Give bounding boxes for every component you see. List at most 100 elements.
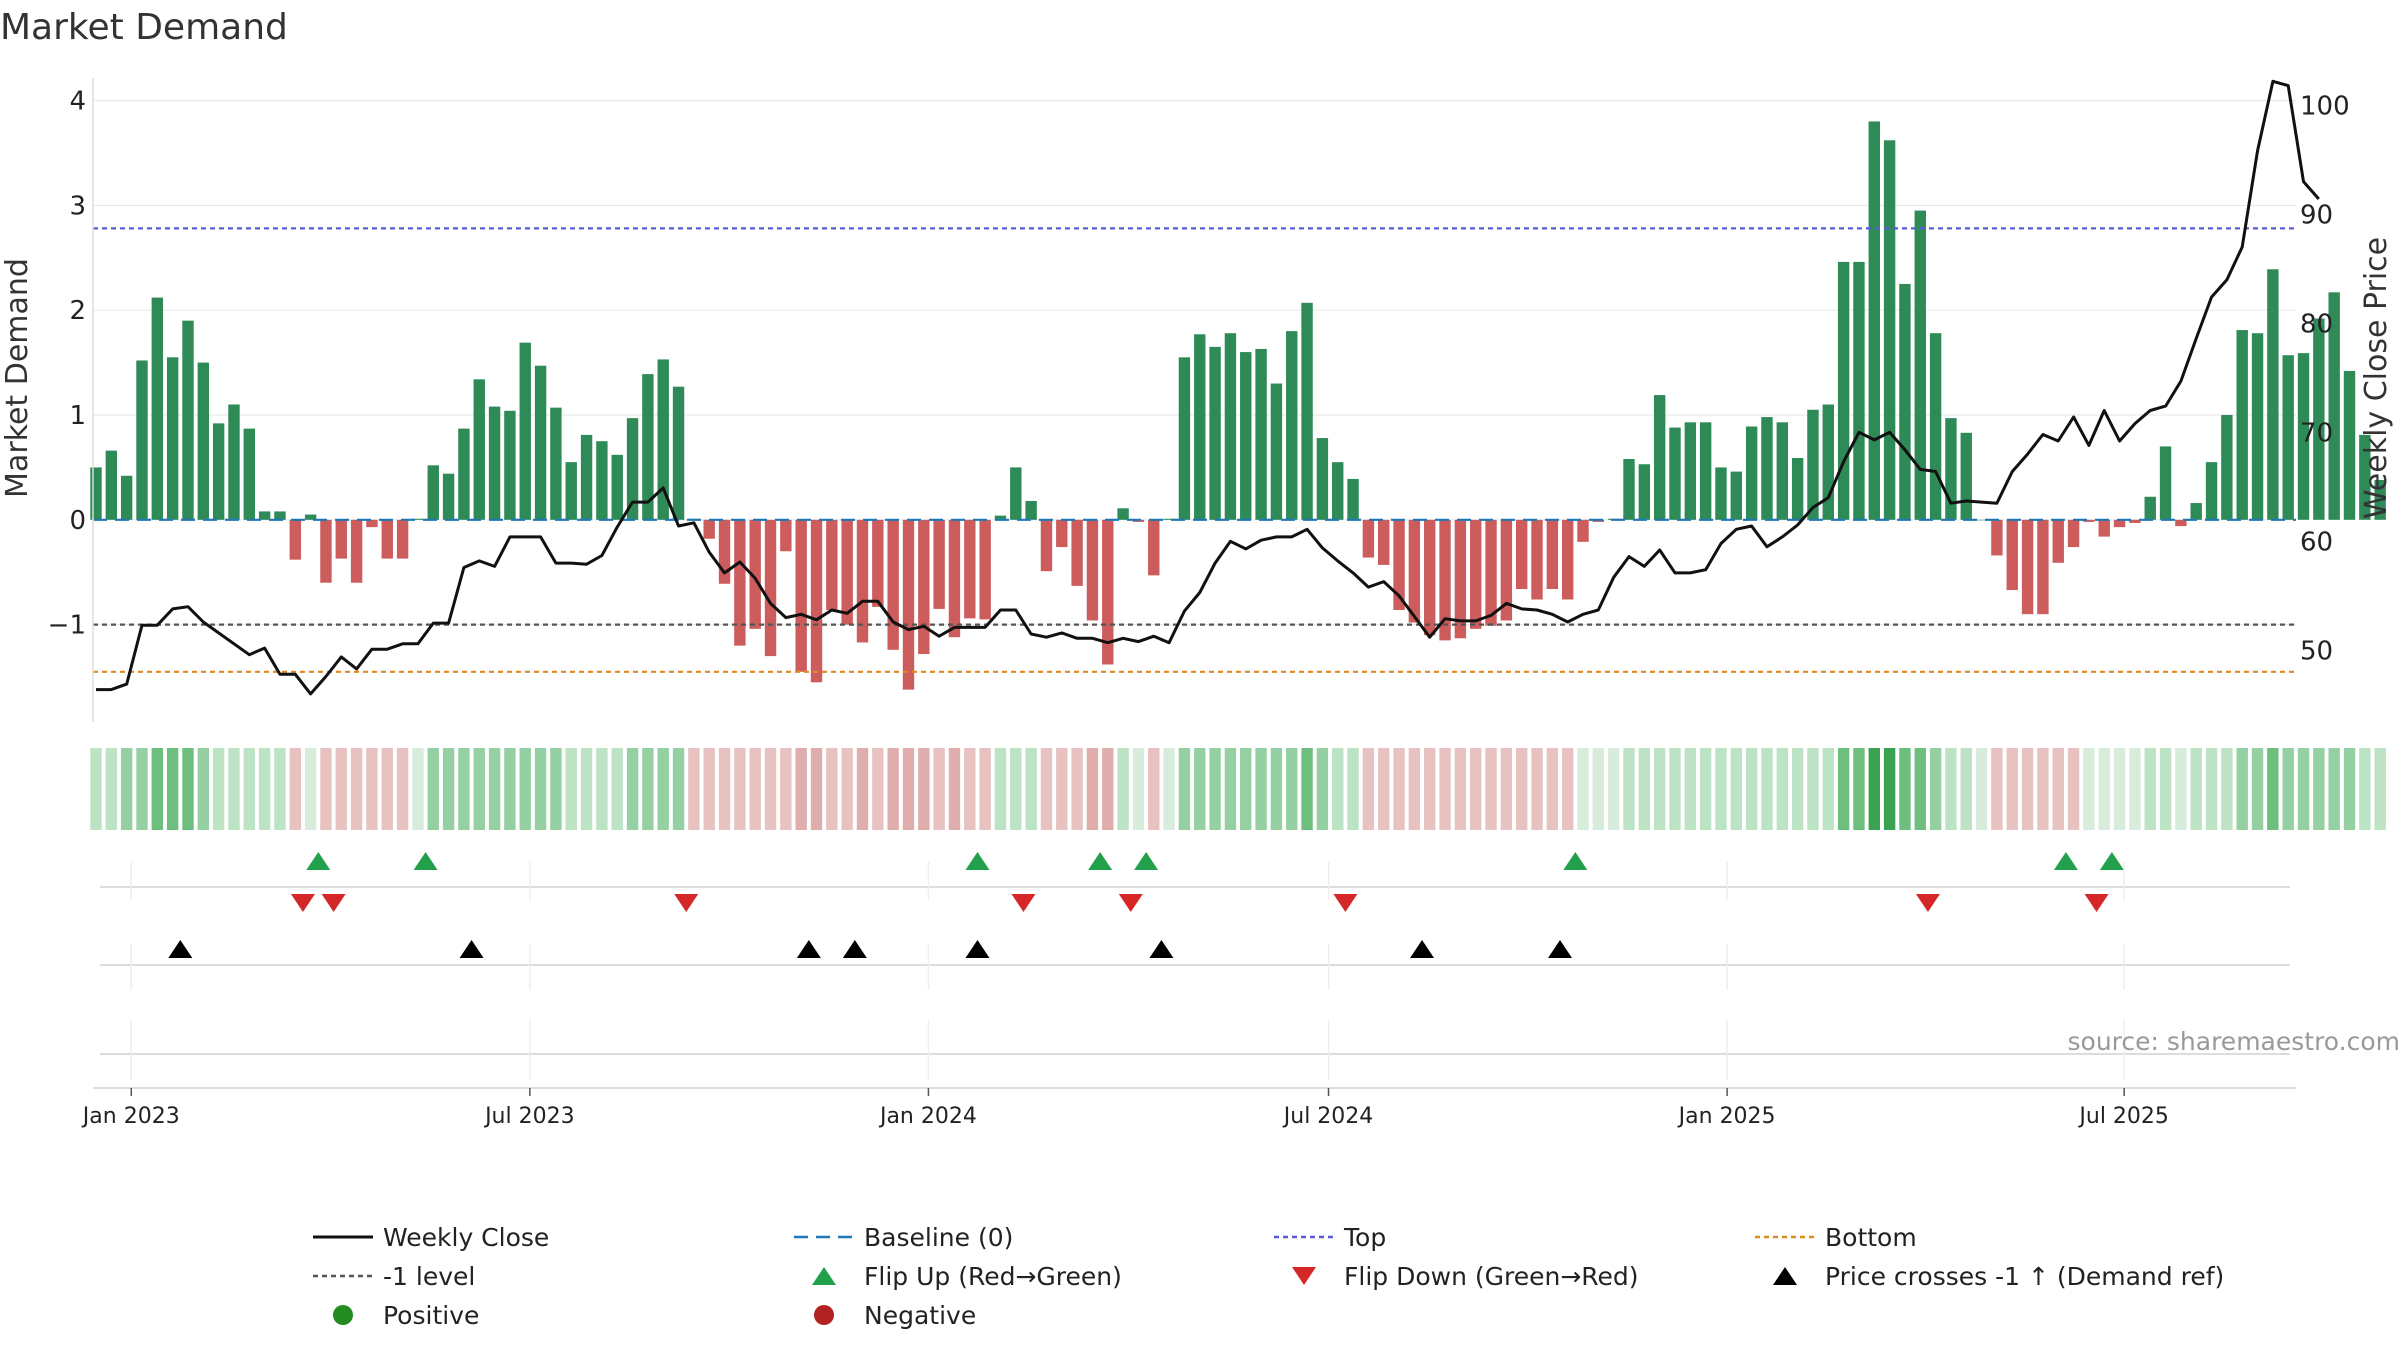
demand-bar xyxy=(304,514,317,520)
demand-bar xyxy=(1807,409,1819,520)
legend-label: Negative xyxy=(864,1301,976,1330)
band-cell xyxy=(2129,748,2141,830)
demand-bar xyxy=(1638,464,1651,520)
demand-bar xyxy=(1684,422,1697,520)
demand-bar xyxy=(1301,302,1313,520)
demand-bar xyxy=(442,473,455,520)
band-cell xyxy=(197,748,210,830)
cross-marker xyxy=(1149,940,1174,958)
band-cell xyxy=(458,748,470,830)
band-cell xyxy=(488,748,501,830)
band-cell xyxy=(166,748,179,830)
band-cell xyxy=(1209,748,1221,830)
y-tick-label: 4 xyxy=(69,86,86,116)
flip-up-marker xyxy=(2099,852,2124,870)
demand-bar xyxy=(1945,418,1957,520)
band-cell xyxy=(1086,748,1099,830)
demand-bar xyxy=(2159,446,2172,520)
bottom-panel xyxy=(93,1053,2296,1089)
demand-bar xyxy=(964,519,976,619)
band-cell xyxy=(1424,748,1436,830)
band-cell xyxy=(872,748,884,830)
band-cell xyxy=(1623,748,1635,830)
band-cell xyxy=(258,748,271,830)
band-cell xyxy=(412,748,424,830)
band-cell xyxy=(2374,748,2386,830)
demand-bar xyxy=(1715,467,1727,520)
cross-markers xyxy=(100,940,2290,966)
demand-bar xyxy=(826,519,838,610)
band-cell xyxy=(1301,748,1313,830)
band-cell xyxy=(1715,748,1727,830)
band-cell xyxy=(2343,748,2356,830)
demand-bar xyxy=(856,519,869,643)
price-layer xyxy=(96,79,2320,696)
demand-bar xyxy=(2037,519,2049,615)
demand-bar xyxy=(2144,496,2156,520)
demand-bar xyxy=(136,360,148,520)
demand-bar xyxy=(1194,334,1206,520)
band-cell xyxy=(2006,748,2018,830)
legend-label: Price crosses -1 ↑ (Demand ref) xyxy=(1825,1262,2224,1291)
demand-bar xyxy=(672,386,685,520)
band-cell xyxy=(1868,748,1880,830)
band-cell xyxy=(1837,748,1850,830)
demand-bar xyxy=(2083,519,2095,522)
band-cell xyxy=(902,748,915,830)
band-cell xyxy=(350,748,363,830)
demand-bar xyxy=(1776,422,1788,520)
demand-bar xyxy=(212,423,225,520)
flip-up-marker xyxy=(2053,852,2078,870)
band-cell xyxy=(289,748,301,830)
demand-bar xyxy=(795,519,807,672)
band-cell xyxy=(1791,748,1804,830)
band-cell xyxy=(964,748,976,830)
demand-bar xyxy=(979,519,991,620)
demand-bar xyxy=(350,519,363,583)
band-cell xyxy=(1040,748,1053,830)
demand-bar xyxy=(2175,519,2187,527)
flip-down-marker xyxy=(290,894,315,912)
band-cell xyxy=(596,748,608,830)
cross-marker xyxy=(168,940,193,958)
band-cell xyxy=(2221,748,2233,830)
demand-bar xyxy=(933,519,945,609)
demand-bar xyxy=(948,519,961,638)
demand-bar xyxy=(320,519,332,583)
y-tick-label: 1 xyxy=(69,401,86,431)
demand-bar xyxy=(887,519,899,650)
legend-label: -1 level xyxy=(383,1262,475,1291)
band-cell xyxy=(2113,748,2126,830)
demand-bar xyxy=(994,515,1007,520)
band-cell xyxy=(1025,748,1037,830)
band-cell xyxy=(1914,748,1926,830)
demand-bar xyxy=(872,519,884,607)
band-cell xyxy=(1470,748,1482,830)
demand-bar xyxy=(657,359,669,520)
band-cell xyxy=(1960,748,1972,830)
band-cell xyxy=(2159,748,2172,830)
demand-bar xyxy=(2098,519,2110,537)
legend-cross-icon xyxy=(1773,1267,1797,1285)
demand-bar xyxy=(335,519,347,559)
demand-bar xyxy=(1531,519,1543,600)
band-cell xyxy=(105,748,118,830)
flip-up-marker xyxy=(1134,852,1159,870)
band-cell xyxy=(918,748,930,830)
y2-tick-label: 100 xyxy=(2300,91,2350,121)
legend-label: Flip Up (Red→Green) xyxy=(864,1262,1122,1291)
demand-bar xyxy=(381,519,393,559)
band-cell xyxy=(534,748,547,830)
date-tick-label: Jul 2024 xyxy=(1282,1104,1374,1129)
band-cell xyxy=(1577,748,1589,830)
demand-bar xyxy=(1025,500,1037,520)
demand-bar xyxy=(2190,503,2202,520)
flip-markers xyxy=(100,852,2290,912)
band-cell xyxy=(2144,748,2156,830)
band-cell xyxy=(212,748,225,830)
band-cell xyxy=(1255,748,1267,830)
band-cell xyxy=(826,748,838,830)
date-axis: Jan 2023 Jul 2023 Jan 2024 Jul 2024 Jan 2025… xyxy=(81,862,2169,1129)
legend: Weekly Close Baseline (0) Top Bottom -1 leve… xyxy=(313,1223,2224,1330)
flip-down-marker xyxy=(1915,894,1940,912)
